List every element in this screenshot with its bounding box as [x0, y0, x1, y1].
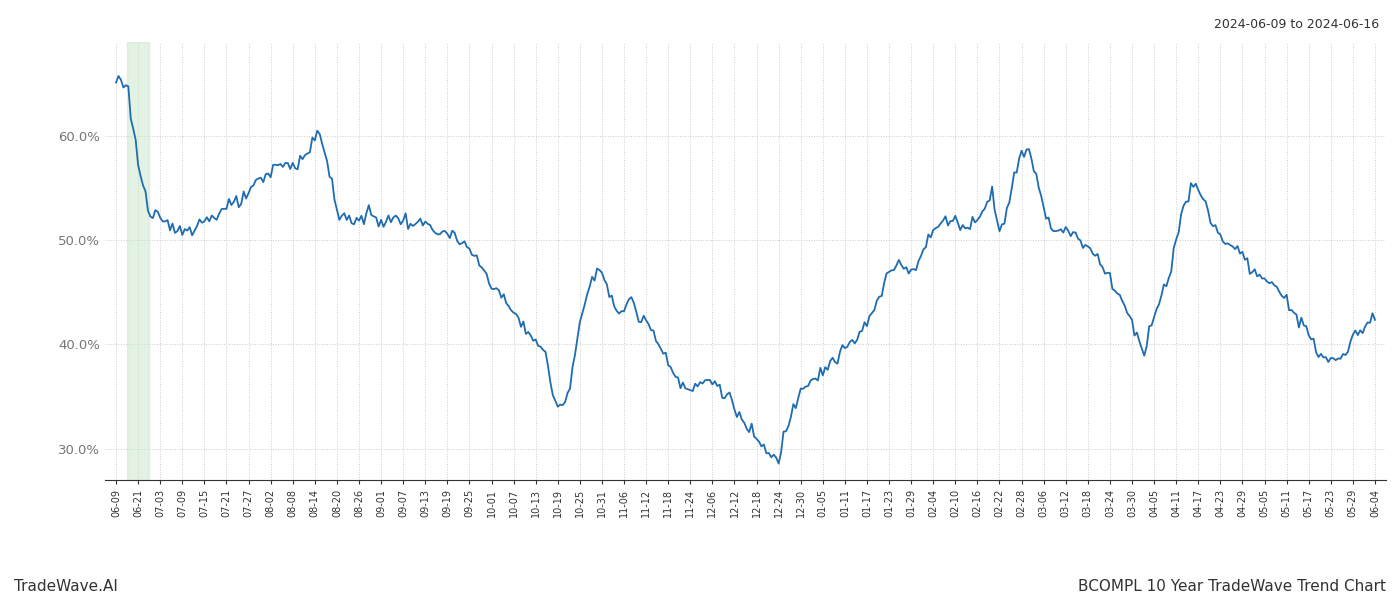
Bar [127, 42, 150, 480]
Text: BCOMPL 10 Year TradeWave Trend Chart: BCOMPL 10 Year TradeWave Trend Chart [1078, 579, 1386, 594]
Text: 2024-06-09 to 2024-06-16: 2024-06-09 to 2024-06-16 [1214, 18, 1379, 31]
Text: TradeWave.AI: TradeWave.AI [14, 579, 118, 594]
